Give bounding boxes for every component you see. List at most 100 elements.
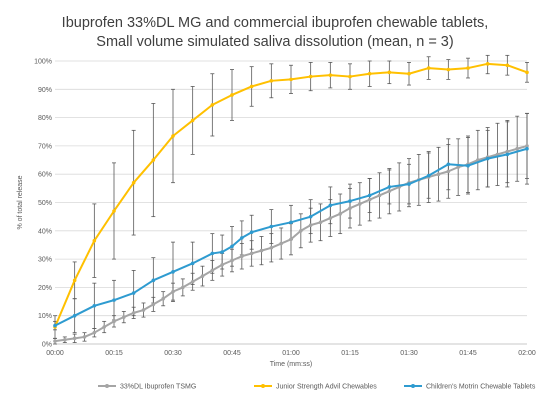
- x-tick-label: 02:00: [518, 350, 536, 357]
- y-tick-label: 60%: [38, 172, 52, 179]
- y-axis-title: % of total release: [17, 175, 24, 229]
- data-point: [436, 172, 441, 176]
- y-tick-label: 10%: [38, 313, 52, 320]
- data-point: [525, 144, 529, 148]
- data-point: [249, 84, 254, 89]
- data-point: [269, 245, 274, 250]
- data-point: [230, 93, 234, 97]
- data-point: [151, 158, 156, 162]
- data-point: [190, 118, 195, 123]
- data-point: [426, 66, 431, 70]
- data-point: [387, 189, 392, 193]
- data-point: [525, 146, 529, 151]
- legend-marker: [261, 384, 265, 388]
- data-point: [190, 261, 195, 266]
- data-point: [92, 330, 97, 335]
- data-point: [122, 315, 126, 319]
- data-point: [446, 162, 451, 167]
- x-tick-label: 01:45: [459, 350, 477, 357]
- y-tick-label: 50%: [38, 200, 52, 207]
- x-tick-label: 00:00: [46, 350, 64, 357]
- data-point: [200, 274, 205, 278]
- data-point: [72, 336, 77, 341]
- data-point: [308, 223, 313, 227]
- chart-title-line: Ibuprofen 33%DL MG and commercial ibupro…: [62, 15, 489, 31]
- data-point: [348, 206, 352, 210]
- data-point: [387, 70, 392, 75]
- data-point: [525, 70, 529, 75]
- x-axis-title: Time (mm:ss): [270, 361, 313, 368]
- data-point: [63, 337, 67, 342]
- data-point: [367, 197, 372, 202]
- data-point: [220, 262, 224, 267]
- legend-label: Children's Motrin Chewable Tablets: [426, 384, 536, 391]
- series-lines: [53, 62, 529, 343]
- data-point: [131, 291, 136, 295]
- data-point: [210, 103, 215, 107]
- data-point: [318, 220, 323, 225]
- y-tick-label: 100%: [34, 59, 52, 66]
- data-point: [112, 209, 116, 213]
- gridlines: [55, 60, 527, 345]
- data-point: [230, 258, 234, 263]
- data-point: [505, 63, 510, 68]
- data-point: [338, 212, 342, 216]
- data-point: [53, 323, 57, 328]
- chart-title-line: Small volume simulated saliva dissolutio…: [96, 34, 453, 50]
- chart-title: Ibuprofen 33%DL MG and commercial ibupro…: [62, 15, 489, 50]
- data-point: [299, 229, 303, 233]
- data-point: [308, 74, 313, 79]
- data-point: [171, 134, 175, 138]
- data-point: [92, 303, 97, 308]
- x-tick-label: 01:00: [282, 350, 300, 357]
- y-tick-label: 80%: [38, 115, 52, 122]
- data-point: [220, 250, 224, 254]
- data-point: [131, 180, 136, 185]
- data-point: [161, 296, 165, 301]
- data-point: [505, 149, 510, 154]
- data-point: [102, 325, 106, 329]
- data-point: [240, 254, 244, 259]
- data-point: [348, 74, 352, 79]
- y-tick-label: 40%: [38, 228, 52, 235]
- data-point: [82, 335, 87, 339]
- legend-label: Junior Strength Advil Chewables: [276, 384, 377, 391]
- data-point: [456, 165, 460, 169]
- y-tick-label: 20%: [38, 285, 52, 292]
- data-point: [485, 62, 490, 66]
- data-point: [112, 319, 116, 324]
- data-point: [377, 193, 382, 198]
- x-tick-label: 00:30: [164, 350, 182, 357]
- data-point: [230, 244, 234, 249]
- data-point: [92, 238, 97, 243]
- x-tick-label: 00:15: [105, 350, 123, 357]
- data-point: [367, 193, 372, 198]
- y-tick-label: 30%: [38, 257, 52, 264]
- data-point: [387, 185, 392, 189]
- data-point: [151, 278, 156, 283]
- y-tick-label: 0%: [42, 342, 52, 349]
- y-tick-label: 90%: [38, 87, 52, 94]
- data-point: [141, 308, 146, 312]
- data-point: [269, 79, 274, 83]
- data-point: [210, 268, 215, 273]
- data-point: [328, 216, 333, 220]
- data-point: [348, 199, 352, 203]
- data-point: [495, 152, 500, 157]
- data-point: [289, 220, 293, 225]
- data-point: [466, 66, 470, 70]
- data-point: [466, 163, 470, 168]
- data-point: [426, 173, 431, 178]
- axes: 0% 10% 20% 30% 40% 50% 60% 70% 80% 90% 100% 00:00 00…: [17, 59, 536, 369]
- data-point: [505, 152, 510, 157]
- x-tick-label: 01:30: [400, 350, 418, 357]
- data-point: [407, 71, 411, 76]
- data-point: [289, 77, 293, 82]
- legend-marker: [105, 384, 109, 388]
- data-point: [308, 214, 313, 219]
- data-point: [249, 230, 254, 235]
- data-point: [171, 289, 175, 294]
- data-point: [190, 279, 195, 284]
